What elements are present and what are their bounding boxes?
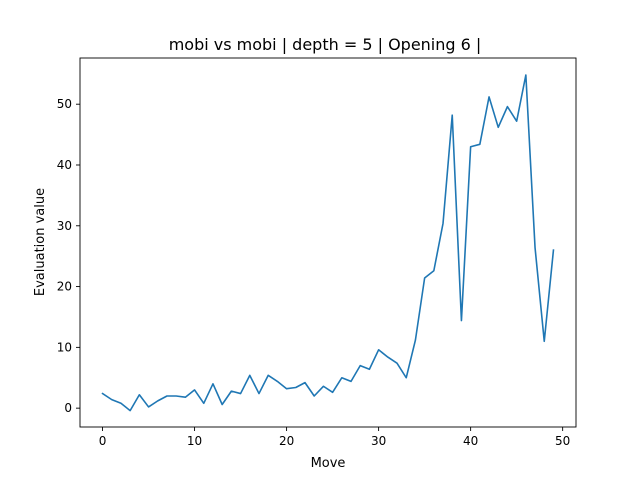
plot-layer: 0 10 20 30 40 50 0 10 20 30 40 50 <box>57 57 577 448</box>
chart-title: mobi vs mobi | depth = 5 | Opening 6 | <box>169 35 482 54</box>
x-tick-label: 0 <box>99 434 107 448</box>
x-tick-label: 10 <box>187 434 202 448</box>
plot-frame <box>79 57 577 428</box>
x-tick-label: 40 <box>463 434 478 448</box>
y-tick-label: 20 <box>57 280 72 294</box>
x-axis-label: Move <box>311 456 346 471</box>
x-tick-label: 30 <box>371 434 386 448</box>
x-tick-label: 20 <box>279 434 294 448</box>
x-tick-label: 50 <box>555 434 570 448</box>
y-tick-label: 30 <box>57 219 72 233</box>
y-tick-label: 40 <box>57 158 72 172</box>
y-axis-label: Evaluation value <box>33 188 48 296</box>
y-tick-label: 0 <box>64 401 72 415</box>
series-line-0 <box>101 74 555 412</box>
y-tick-label: 50 <box>57 97 72 111</box>
y-tick-label: 10 <box>57 340 72 354</box>
